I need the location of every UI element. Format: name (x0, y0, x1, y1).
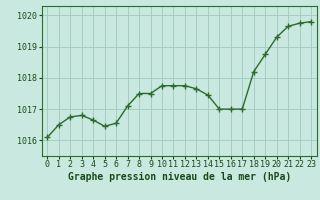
X-axis label: Graphe pression niveau de la mer (hPa): Graphe pression niveau de la mer (hPa) (68, 172, 291, 182)
